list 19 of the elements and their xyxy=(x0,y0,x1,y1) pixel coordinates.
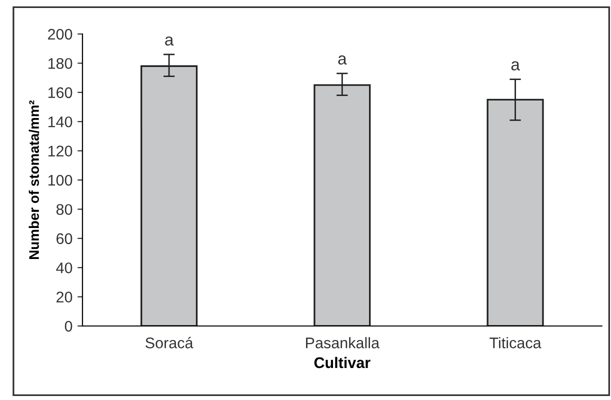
y-tick-label: 160 xyxy=(48,87,72,98)
x-axis-title: Cultivar xyxy=(314,356,370,368)
y-tick-label: 60 xyxy=(56,233,72,244)
x-tick-label: Titicaca xyxy=(490,337,542,348)
annotation: a xyxy=(511,61,520,70)
x-tick-label: Soracá xyxy=(146,336,194,348)
y-tick-label: 140 xyxy=(48,116,72,128)
y-tick-label: 100 xyxy=(48,174,72,186)
y-axis-title: Number of stomata/mm² xyxy=(28,100,40,259)
y-tick-label: 0 xyxy=(64,320,72,332)
x-tick-label: Pasankalla xyxy=(306,337,380,348)
y-tick-label: 120 xyxy=(48,146,72,156)
annotation: a xyxy=(165,36,174,46)
y-tick-label: 200 xyxy=(48,28,72,40)
y-tick-label: 40 xyxy=(56,262,72,274)
annotation: a xyxy=(338,55,347,65)
y-tick-label: 180 xyxy=(48,58,72,69)
y-tick-label: 80 xyxy=(56,204,72,215)
y-tick-label: 20 xyxy=(56,292,72,302)
